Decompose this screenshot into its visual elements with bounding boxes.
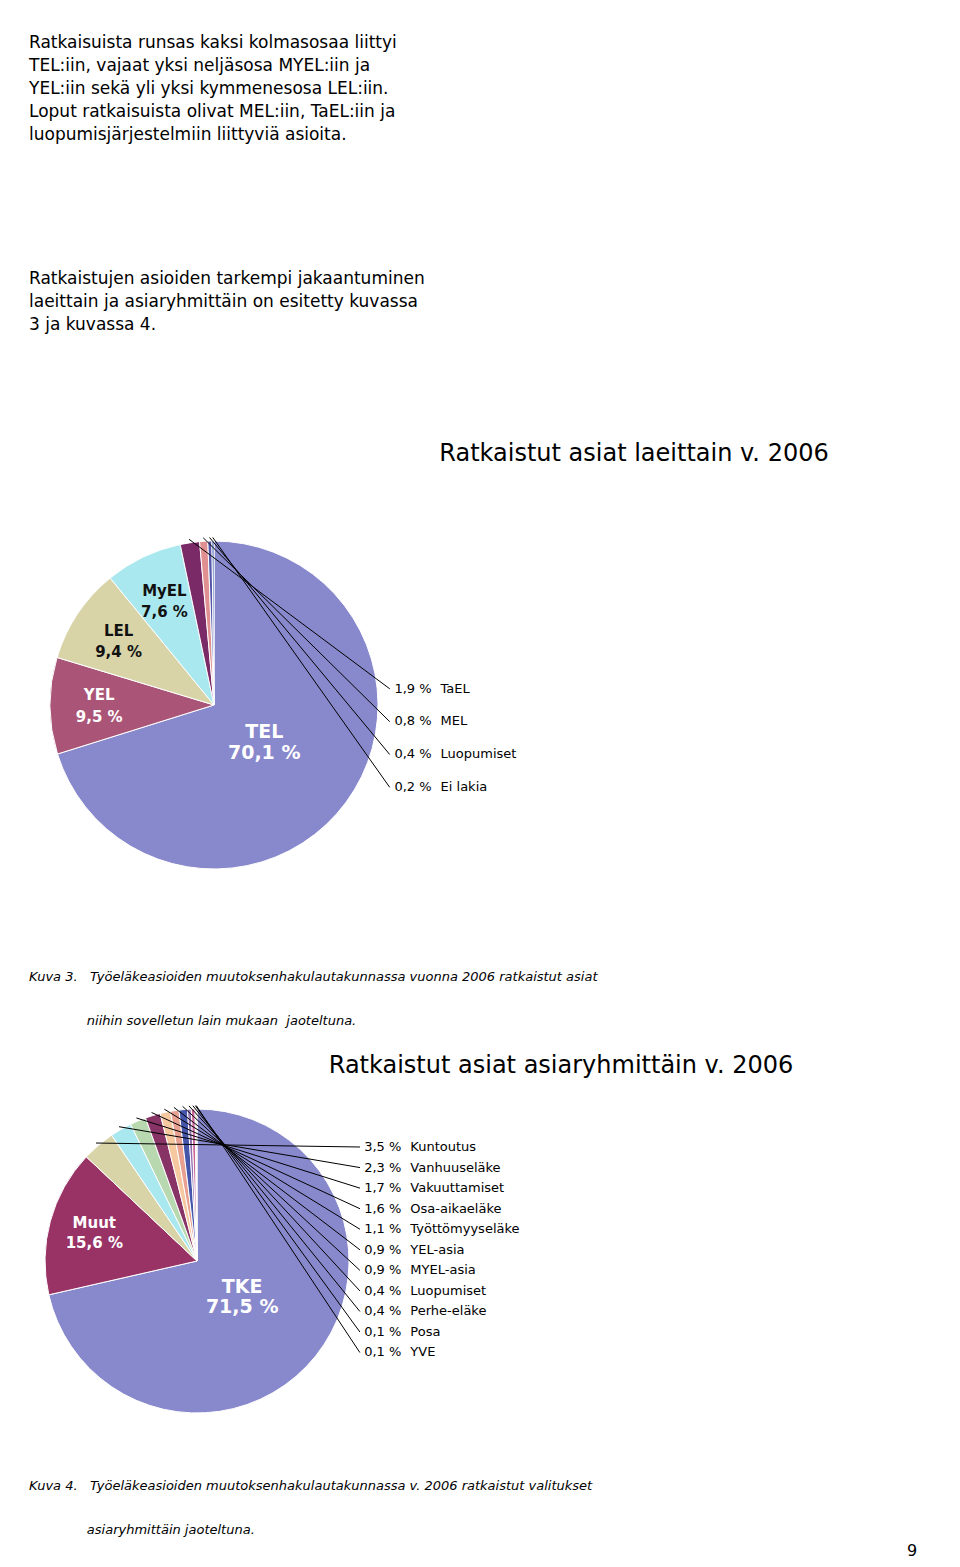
slice-name: Muut <box>73 1214 116 1232</box>
caption: niihin sovelletun lain mukaan jaoteltuna… <box>29 1013 356 1028</box>
outside-label: 0,1 % Posa <box>364 1323 440 1338</box>
slice-name: YEL <box>83 686 115 704</box>
slice-value: 1,1 % <box>364 1221 401 1236</box>
slice-value: 1,9 % <box>394 680 431 695</box>
slice-value: 1,6 % <box>364 1200 401 1215</box>
slice-name: MyEL <box>142 582 187 600</box>
leader-line <box>197 1106 360 1352</box>
slice-name: Vakuuttamiset <box>410 1180 504 1195</box>
paragraph-line: 3 ja kuvassa 4. <box>29 314 156 334</box>
slice-value: 15,6 % <box>66 1234 123 1252</box>
slice-value: 0,4 % <box>364 1303 401 1318</box>
slice-value: 2,3 % <box>364 1159 401 1174</box>
outside-label: 1,6 % Osa-aikaeläke <box>364 1200 501 1215</box>
slice-value: 1,7 % <box>364 1180 401 1195</box>
paragraph: Ratkaistujen asioiden tarkempi jakaantum… <box>29 268 425 334</box>
paragraph-line: Ratkaistujen asioiden tarkempi jakaantum… <box>29 268 425 288</box>
leader-line <box>183 1107 360 1271</box>
outside-label: 2,3 % Vanhuuseläke <box>364 1159 500 1174</box>
outside-label: 3,5 % Kuntoutus <box>364 1139 476 1154</box>
outside-label: 0,8 % MEL <box>394 713 468 728</box>
leader-line <box>152 1113 360 1209</box>
slice-value: 0,2 % <box>394 779 431 794</box>
outside-label: 0,4 % Luopumiset <box>394 746 516 761</box>
outside-label: 0,9 % MYEL-asia <box>364 1262 476 1277</box>
leader-line <box>165 1109 360 1229</box>
slice-name: MYEL-asia <box>410 1262 475 1277</box>
outside-label: 1,9 % TaEL <box>394 680 470 695</box>
leader-line <box>174 1108 359 1250</box>
slice-name: Työttömyyseläke <box>409 1221 519 1236</box>
leader-line <box>203 538 389 721</box>
slice-value: 3,5 % <box>364 1139 401 1154</box>
pie-slice <box>212 541 214 705</box>
slice-value: 0,1 % <box>364 1344 401 1359</box>
page-number: 9 <box>907 1541 917 1560</box>
slice-name: MEL <box>441 713 468 728</box>
slice-name: Posa <box>410 1323 440 1338</box>
paragraph-line: Ratkaisuista runsas kaksi kolmasosaa lii… <box>29 32 397 52</box>
slice-name: TKE <box>222 1275 263 1297</box>
page: Ratkaisuista runsas kaksi kolmasosaa lii… <box>0 0 960 1567</box>
leader-line <box>119 1127 359 1168</box>
outside-label: 0,2 % Ei lakia <box>394 779 487 794</box>
leader-line <box>196 1106 360 1332</box>
pie-chart: Ratkaistut asiat laeittain v. 2006 TEL70,… <box>29 439 829 1028</box>
background <box>0 0 960 1567</box>
slices <box>45 1109 349 1413</box>
slice-value: 0,4 % <box>364 1282 401 1297</box>
chart-title: Ratkaistut asiat laeittain v. 2006 <box>439 439 828 467</box>
pie-slice <box>196 1109 198 1261</box>
slice-value: 0,9 % <box>364 1262 401 1277</box>
caption: Kuva 4. Työeläkeasioiden muutoksenhakula… <box>29 1478 593 1493</box>
pie-chart: Ratkaistut asiat asiaryhmittäin v. 2006 T… <box>29 1051 793 1537</box>
outside-label: 0,4 % Luopumiset <box>364 1282 486 1297</box>
pie-slice <box>195 1109 197 1261</box>
paragraph-line: Loput ratkaisuista olivat MEL:iin, TaEL:… <box>29 101 395 121</box>
slice-value: 7,6 % <box>141 603 188 621</box>
leader-line <box>189 540 389 689</box>
slice-name: YEL-asia <box>409 1241 464 1256</box>
pie-slice <box>180 542 214 705</box>
slice-value: 0,4 % <box>394 746 431 761</box>
slice-value: 71,5 % <box>206 1295 279 1317</box>
outside-label: 1,7 % Vakuuttamiset <box>364 1180 504 1195</box>
slices <box>50 541 378 869</box>
paragraph-line: YEL:iin sekä yli yksi kymmenesosa LEL:ii… <box>28 78 389 98</box>
outside-label: 1,1 % Työttömyyseläke <box>364 1221 519 1236</box>
paragraph: Ratkaisuista runsas kaksi kolmasosaa lii… <box>28 32 397 144</box>
slice-value: 0,9 % <box>364 1241 401 1256</box>
slice-name: Ei lakia <box>441 779 488 794</box>
slice-value: 70,1 % <box>228 741 301 763</box>
slice-name: LEL <box>104 622 134 640</box>
paragraph-line: laeittain ja asiaryhmittäin on esitetty … <box>29 291 418 311</box>
pie-slice <box>187 1109 197 1261</box>
caption: asiaryhmittäin jaoteltuna. <box>29 1522 255 1537</box>
slice-name: Luopumiset <box>441 746 517 761</box>
slice-name: Luopumiset <box>410 1282 486 1297</box>
slice-name: TEL <box>245 720 283 742</box>
caption: Kuva 3. Työeläkeasioiden muutoksenhakula… <box>29 969 598 984</box>
leader-line <box>210 538 390 754</box>
slice-name: Kuntoutus <box>410 1139 476 1154</box>
slice-value: 9,5 % <box>76 708 123 726</box>
slice-value: 0,1 % <box>364 1323 401 1338</box>
chart-title: Ratkaistut asiat asiaryhmittäin v. 2006 <box>329 1051 794 1079</box>
slice-name: TaEL <box>440 680 471 695</box>
pie-slice <box>208 541 214 705</box>
leader-line <box>213 538 390 787</box>
outside-label: 0,4 % Perhe-eläke <box>364 1303 486 1318</box>
outside-label: 0,9 % YEL-asia <box>364 1241 464 1256</box>
slice-value: 0,8 % <box>394 713 431 728</box>
paragraph-line: luopumisjärjestelmiin liittyviä asioita. <box>29 124 347 144</box>
leader-line <box>137 1118 360 1188</box>
slice-name: Vanhuuseläke <box>410 1159 500 1174</box>
pie-slice <box>200 541 214 705</box>
slice-name: Osa-aikaeläke <box>410 1200 501 1215</box>
slice-name: YVE <box>409 1344 435 1359</box>
paragraph-line: TEL:iin, vajaat yksi neljäsosa MYEL:iin … <box>28 55 370 75</box>
outside-label: 0,1 % YVE <box>364 1344 435 1359</box>
slice-value: 9,4 % <box>95 643 142 661</box>
slice-name: Perhe-eläke <box>410 1303 486 1318</box>
